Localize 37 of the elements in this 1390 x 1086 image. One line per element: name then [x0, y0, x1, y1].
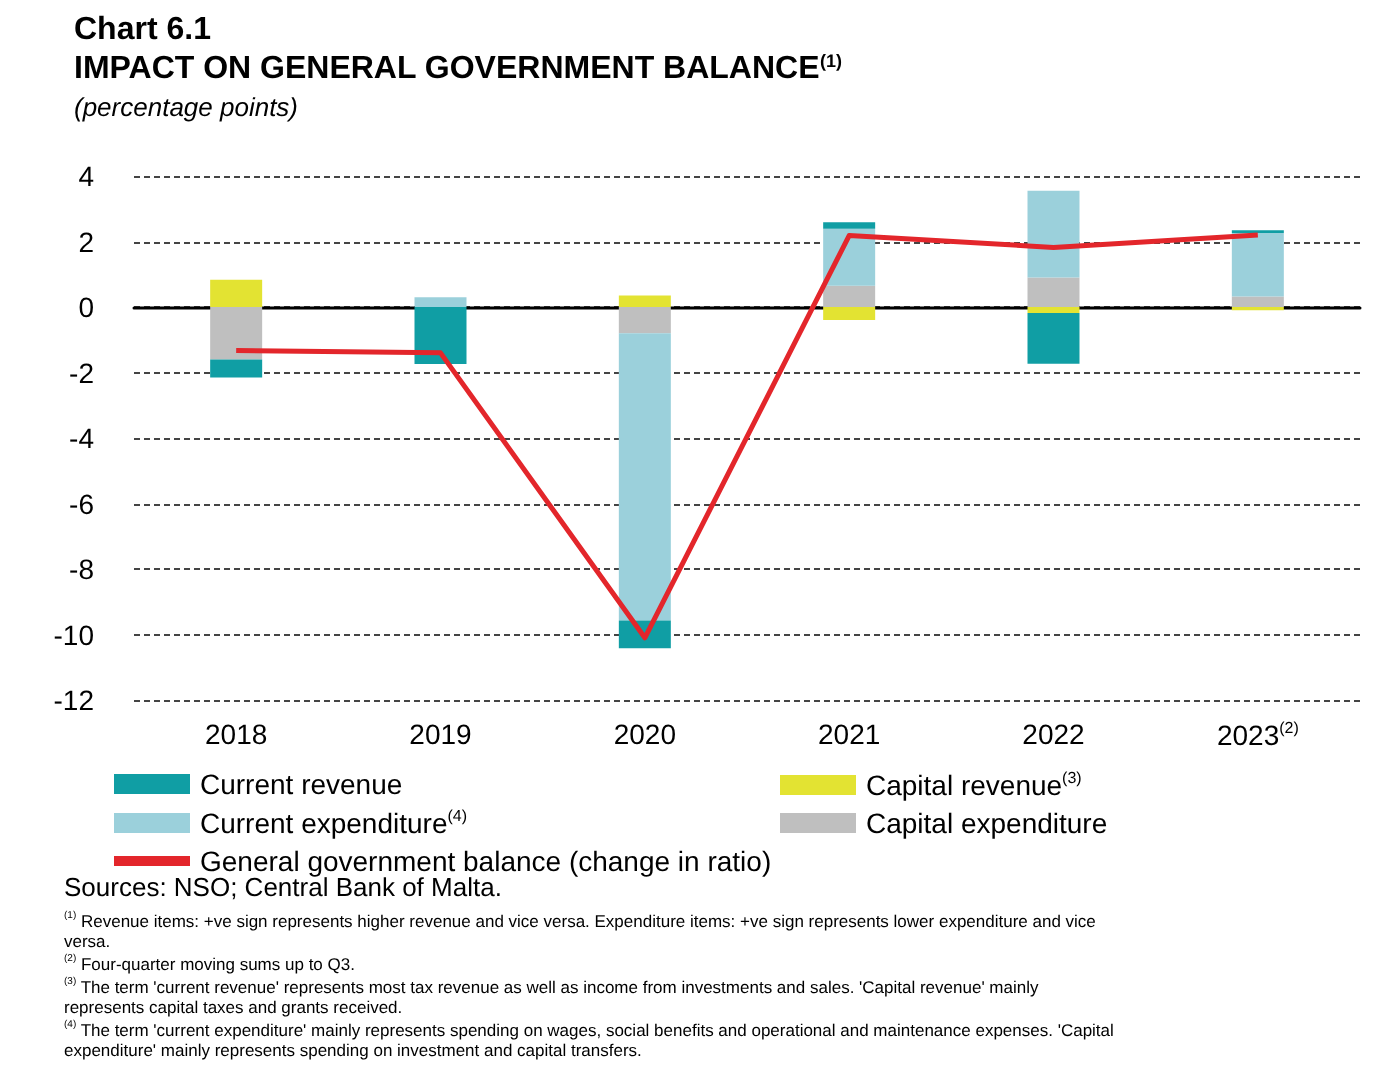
bar [414, 307, 467, 364]
y-tick-label: -10 [53, 618, 95, 651]
line-series [233, 232, 1261, 641]
y-tick-label: 4 [78, 160, 95, 192]
bar [618, 333, 671, 621]
y-tick-label: -2 [69, 356, 95, 389]
bar [1027, 312, 1080, 364]
y-tick-label: -6 [69, 487, 95, 520]
legend-label: Current revenue [200, 768, 403, 800]
y-tick-label: -12 [53, 684, 95, 716]
bar [1027, 277, 1080, 307]
bar [618, 295, 671, 307]
bar [823, 307, 876, 321]
bar [823, 222, 876, 229]
legend-label: Capital expenditure [866, 807, 1108, 839]
x-tick-label: 2019 [409, 718, 473, 750]
bar [1231, 296, 1284, 307]
legend-label: General government balance (change in ratio) [200, 845, 772, 877]
x-tick-label: 2021 [818, 718, 881, 750]
y-tick-label: 2 [78, 225, 95, 258]
bar [210, 279, 263, 307]
bar [210, 359, 263, 378]
bar [1027, 190, 1080, 278]
x-tick-label: 2018 [205, 718, 268, 750]
chart-title: Chart 6.1 [74, 13, 212, 47]
y-tick-label: 0 [78, 291, 95, 323]
bar [414, 297, 467, 307]
y-axis-title: (percentage points) [74, 92, 299, 122]
bar [823, 285, 876, 307]
bar [1027, 307, 1080, 313]
x-tick-label: 2022 [1022, 718, 1086, 750]
bar [1231, 232, 1284, 297]
y-tick-label: -8 [69, 553, 95, 585]
bar [210, 307, 263, 360]
bar [618, 307, 671, 334]
y-tick-label: -4 [69, 422, 95, 454]
x-tick-label: 2020 [613, 718, 677, 750]
